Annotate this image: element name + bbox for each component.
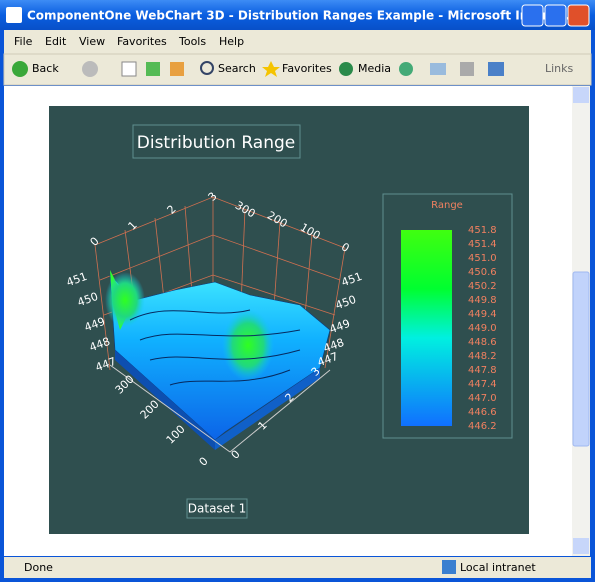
legend-label: 449.4 [468,309,497,320]
legend-label: 451.4 [468,239,497,250]
back[interactable]: Back [32,62,59,75]
scroll-up[interactable] [573,87,589,103]
edit[interactable] [488,62,504,76]
menu-item[interactable]: Help [219,35,244,48]
surface-side [115,350,215,450]
media[interactable]: Media [358,62,391,75]
refresh[interactable] [146,62,160,76]
minimize[interactable] [521,4,544,27]
surface-peak [222,309,274,381]
favorites[interactable]: Favorites [282,62,332,75]
title-box [132,124,301,159]
links[interactable]: Links [545,62,574,75]
y-axis [229,369,331,453]
legend-label: 446.2 [468,421,497,432]
right-edge [324,247,346,369]
search-icon[interactable] [200,61,214,75]
search[interactable]: Search [218,62,256,75]
plot-3d [94,196,346,390]
home[interactable] [170,62,184,76]
left-edge [94,244,111,371]
grid [99,234,341,281]
menu-item[interactable]: View [79,35,105,48]
surface [105,270,331,450]
legend-label: 450.6 [468,267,497,278]
menu-item[interactable]: Tools [178,35,206,48]
legend-label: 451.0 [468,253,497,264]
status-text: Done [24,561,53,574]
close[interactable] [567,4,590,27]
legend-label: 448.2 [468,351,497,362]
stop[interactable] [121,61,137,77]
x-axis [109,364,231,453]
surface-side [215,368,320,450]
legend-label: 449.0 [468,323,497,334]
window-title: ComponentOne WebChart 3D - Distribution … [27,9,570,23]
history[interactable] [399,62,413,76]
menu-item[interactable]: File [14,35,33,48]
scroll-thumb[interactable] [572,271,590,447]
legend-label: 449.8 [468,295,497,306]
legend-title: Range [431,200,463,211]
forward-icon[interactable] [82,61,98,77]
legend-label: 447.4 [468,379,497,390]
scroll-down[interactable] [573,538,589,554]
footer-box [186,498,248,519]
back-icon[interactable] [12,61,28,77]
app-icon [6,7,22,23]
legend-label: 448.6 [468,337,497,348]
mail[interactable] [430,63,446,75]
favorites-icon[interactable] [262,61,280,77]
legend-label: 451.8 [468,225,497,236]
menu-item[interactable]: Favorites [117,35,167,48]
legend-box [382,193,513,439]
maximize[interactable] [544,4,567,27]
legend-label: 447.0 [468,393,497,404]
contours [129,309,301,386]
chart-title: Distribution Range [137,133,295,153]
media-icon[interactable] [339,62,353,76]
menu-bar [4,30,591,54]
zone-icon [442,560,456,574]
legend-label: 446.6 [468,407,497,418]
title-bar [0,0,595,30]
legend-label: 450.2 [468,281,497,292]
legend-gradient [401,230,452,426]
print[interactable] [460,62,474,76]
menu-item[interactable]: Edit [45,35,67,48]
zone: Local intranet [460,561,536,574]
footer: Dataset 1 [188,502,246,516]
legend-label: 447.8 [468,365,497,376]
surface-peak [105,272,145,328]
